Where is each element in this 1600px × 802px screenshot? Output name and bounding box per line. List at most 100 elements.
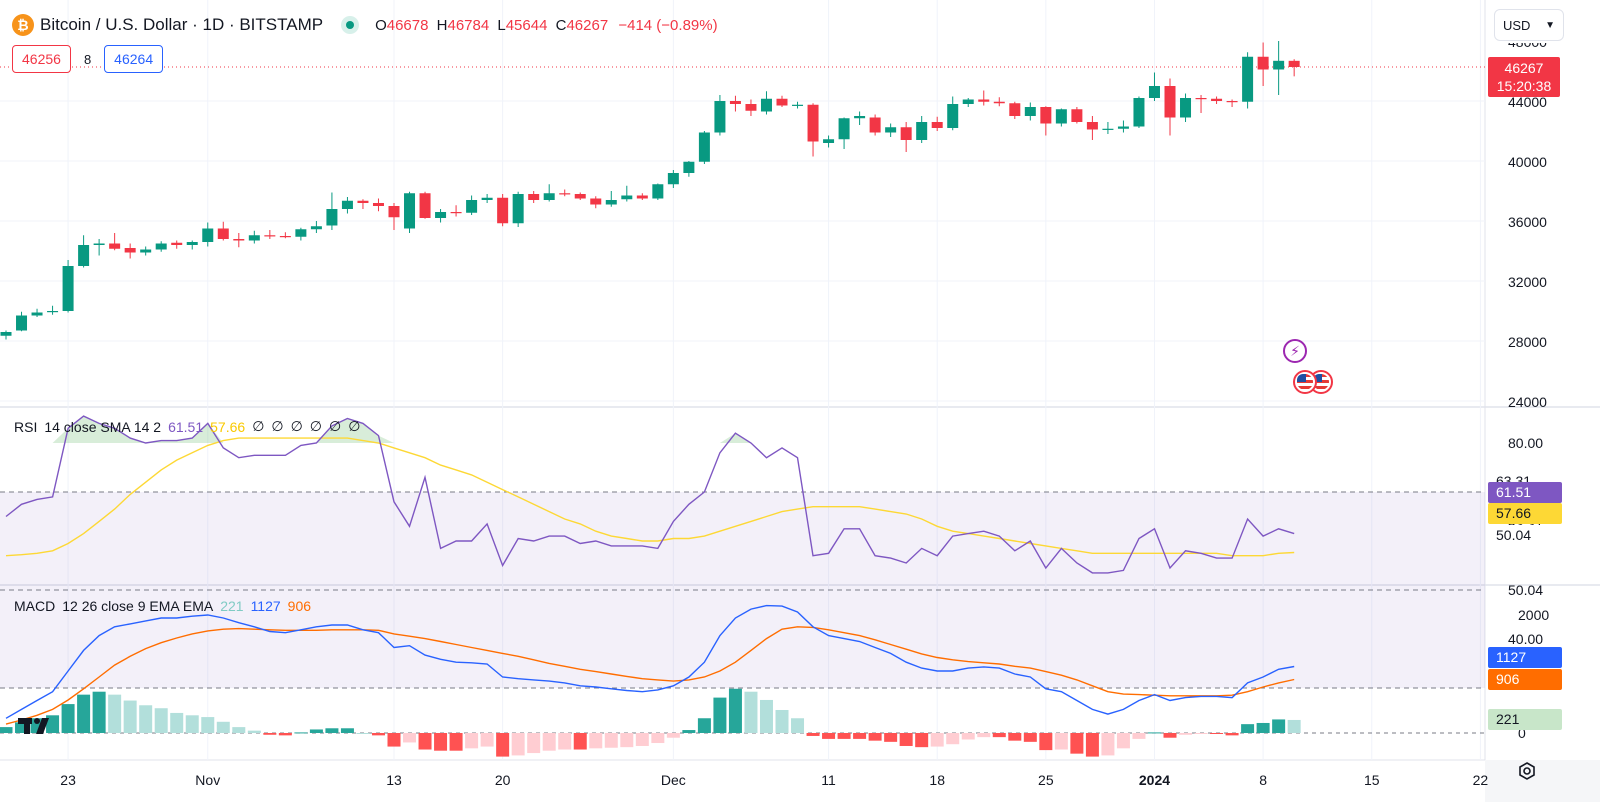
rsi-panel[interactable] (0, 415, 1485, 689)
symbol-title[interactable]: Bitcoin / U.S. Dollar · 1D · BITSTAMP (40, 15, 324, 34)
macd-histogram-bar (589, 733, 603, 749)
settings-button[interactable] (1514, 758, 1540, 784)
macd-histogram-bar (325, 728, 339, 733)
macd-histogram-bar (635, 733, 649, 746)
currency-select[interactable]: USD ▼ (1494, 9, 1564, 41)
macd-histogram-bar (92, 691, 106, 733)
macd-histogram-bar (1023, 733, 1037, 742)
candle-body (171, 242, 183, 245)
macd-histogram-bar (1241, 724, 1255, 733)
price-tick-label: 24000 (1508, 394, 1547, 410)
trade-buttons: 46256 8 46264 (12, 45, 164, 73)
candle-body (1133, 98, 1145, 127)
macd-histogram-bar (232, 727, 246, 733)
macd-histogram-bar (930, 733, 944, 747)
rsi-legend[interactable]: RSI 14 close SMA 14 2 61.51 57.66 ∅ ∅ ∅ … (14, 418, 367, 435)
macd-hist-tag: 221 (1488, 709, 1562, 730)
candle-body (31, 312, 43, 316)
candle-body (357, 200, 369, 203)
macd-histogram-bar (1008, 733, 1022, 741)
candle-body (435, 212, 447, 218)
candle-body (326, 209, 338, 226)
candle-body (760, 98, 772, 112)
time-tick-label: 11 (821, 772, 836, 788)
rsi-placeholder: ∅ (309, 418, 322, 434)
rsi-sma-line (5, 437, 1295, 557)
candle-body (1009, 103, 1021, 116)
tradingview-logo-icon[interactable] (18, 714, 58, 736)
macd-signal-line (5, 626, 1295, 725)
price-panel[interactable] (0, 41, 1485, 340)
macd-signal-tag: 906 (1488, 669, 1562, 690)
macd-legend[interactable]: MACD 12 26 close 9 EMA EMA 221 1127 906 (14, 598, 318, 614)
sell-button[interactable]: 46256 (12, 45, 71, 73)
macd-histogram-bar (899, 733, 913, 746)
candle-body (341, 200, 353, 209)
candle-body (698, 132, 710, 162)
candle-body (62, 266, 74, 311)
macd-histogram-bar (170, 712, 184, 733)
lightning-icon[interactable]: ⚡ (1283, 339, 1307, 363)
us-flag-icon[interactable] (1293, 370, 1317, 394)
macd-histogram-bar (216, 721, 230, 733)
buy-button[interactable]: 46264 (104, 45, 164, 73)
last-price-tag: 46267 15:20:38 (1488, 57, 1560, 97)
macd-histogram-bar (1116, 733, 1130, 749)
candle-body (947, 104, 959, 128)
candle-body (993, 101, 1005, 104)
macd-line (5, 604, 1295, 719)
time-tick-label: 25 (1038, 772, 1054, 788)
macd-histogram-bar (682, 730, 696, 733)
macd-histogram-bar (791, 718, 805, 733)
candle-body (621, 195, 633, 200)
macd-histogram-bar (915, 733, 929, 748)
time-tick-label: 23 (60, 772, 76, 788)
candle-body (466, 200, 478, 213)
candle-body (1257, 56, 1269, 70)
macd-histogram-bar (496, 733, 510, 757)
rsi-tick-label: 50.04 (1508, 582, 1543, 598)
candle-body (497, 197, 509, 224)
spread-value: 8 (83, 51, 92, 67)
macd-histogram-bar (775, 709, 789, 733)
macd-histogram-bar (294, 732, 308, 734)
candle-body (823, 139, 835, 143)
macd-histogram-bar (961, 733, 975, 740)
macd-histogram-bar (0, 727, 13, 733)
rsi-sma-value: 57.66 (210, 418, 246, 435)
macd-histogram-bar (573, 733, 587, 750)
candle-body (1288, 60, 1300, 67)
candle-body (295, 229, 307, 237)
macd-histogram-bar (884, 733, 898, 742)
time-tick-label: 13 (386, 772, 402, 788)
candle-body (248, 235, 260, 241)
macd-histogram-bar (77, 694, 91, 733)
macd-histogram-bar (868, 733, 882, 741)
high-label: H (436, 16, 448, 34)
macd-histogram-bar (480, 733, 494, 747)
macd-histogram-bar (61, 704, 75, 733)
price-tick-label: 32000 (1508, 274, 1547, 290)
candle-body (885, 127, 897, 133)
macd-histogram-bar (154, 708, 168, 733)
candle-body (792, 104, 804, 106)
candle-body (931, 122, 943, 128)
candle-body (714, 101, 726, 133)
candle-body (1102, 128, 1114, 130)
macd-panel[interactable] (0, 604, 1485, 757)
macd-histogram-bar (604, 733, 618, 748)
candle-body (574, 194, 586, 199)
macd-histogram-bar (1210, 733, 1224, 734)
candle-body (419, 193, 431, 218)
market-open-icon (341, 16, 360, 34)
rsi-params: 14 close SMA 14 2 (44, 418, 162, 435)
macd-histogram-bar (666, 733, 680, 738)
macd-histogram-bar (651, 733, 665, 744)
macd-histogram-bar (620, 733, 634, 748)
candle-body (854, 116, 866, 119)
macd-histogram-bar (511, 733, 525, 756)
macd-histogram-bar (759, 699, 773, 733)
bar-countdown: 15:20:38 (1496, 78, 1552, 94)
candle-body (978, 99, 990, 102)
